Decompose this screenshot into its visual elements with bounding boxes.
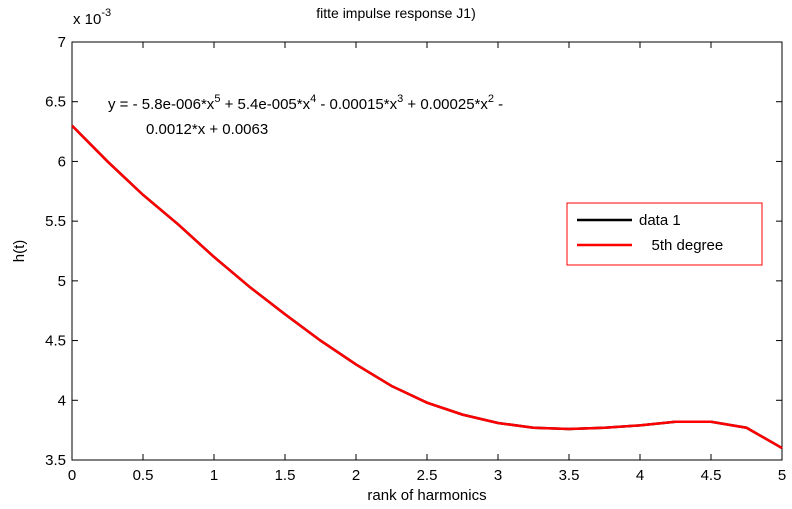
line-series [71,124,783,450]
annotation-text: + 5.4e-005*x [220,96,310,113]
x-tick-label: 5 [778,467,786,484]
y-tick-label: 4.5 [45,333,66,350]
y-tick-label: 5.5 [45,213,66,230]
x-tick-label: 1 [210,467,218,484]
x-tick-label: 1.5 [275,467,296,484]
annotation: 0.0012*x + 0.0063 [146,121,268,138]
y-tick-label: 3.5 [45,452,66,469]
annotation-text: y = - 5.8e-006*x [108,96,215,113]
y-tick-label: 5 [58,273,66,290]
chart-title: fitte impulse response J1) [316,5,476,21]
multiplier-exponent: -3 [101,7,111,19]
annotation-text: - [494,96,503,113]
annotation-text: + 0.00025*x [403,96,488,113]
annotation: y = - 5.8e-006*x5 + 5.4e-005*x4 - 0.0001… [108,93,503,113]
x-tick-label: 2.5 [417,467,438,484]
x-tick-label: 3 [494,467,502,484]
x-tick-label: 4 [636,467,644,484]
x-tick-label: 3.5 [559,467,580,484]
superscript: 5 [214,93,220,105]
superscript: 4 [310,93,316,105]
y-tick-label: 4 [58,392,66,409]
x-axis-label: rank of harmonics [367,487,486,504]
y-axis-label: h(t) [11,240,28,263]
y-multiplier: x 10-3 [73,7,111,28]
y-tick-label: 6.5 [45,94,66,111]
legend-box [566,202,763,266]
x-tick-label: 4.5 [701,467,722,484]
superscript: 3 [397,93,403,105]
y-tick-label: 6 [58,153,66,170]
y-tick-label: 7 [58,34,66,51]
x-tick-label: 0 [68,467,76,484]
legend-label: data 1 [639,212,681,229]
multiplier-base: x 10 [73,11,101,28]
line-series [71,124,783,450]
x-tick-label: 0.5 [133,467,154,484]
annotation-text: - 0.00015*x [316,96,397,113]
x-tick-label: 2 [352,467,360,484]
superscript: 2 [488,93,494,105]
legend-label: 5th degree [639,237,723,254]
